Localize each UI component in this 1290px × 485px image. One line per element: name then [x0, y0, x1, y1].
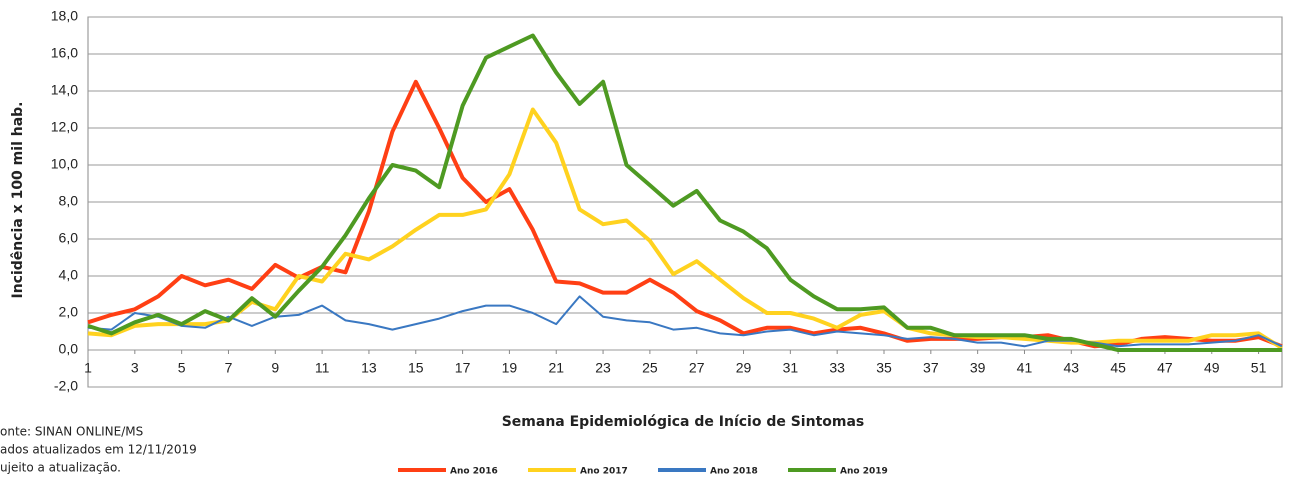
- legend-label: Ano 2019: [840, 467, 888, 477]
- legend-label: Ano 2016: [450, 467, 498, 477]
- x-tick-label: 29: [736, 360, 752, 376]
- x-tick-label: 21: [548, 360, 564, 376]
- x-tick-label: 23: [595, 360, 611, 376]
- x-tick-label: 41: [1017, 360, 1033, 376]
- x-tick-label: 19: [502, 360, 518, 376]
- x-tick-label: 1: [84, 360, 92, 376]
- y-tick-label: 4,0: [59, 267, 79, 283]
- x-tick-label: 47: [1157, 360, 1173, 376]
- x-tick-label: 9: [271, 360, 279, 376]
- y-tick-label: 8,0: [59, 193, 79, 209]
- y-tick-label: 14,0: [51, 82, 78, 98]
- x-tick-label: 51: [1251, 360, 1267, 376]
- y-tick-label: 0,0: [59, 341, 79, 357]
- footnote: ados atualizados em 12/11/2019: [0, 443, 197, 457]
- x-tick-label: 37: [923, 360, 939, 376]
- footnote: onte: SINAN ONLINE/MS: [0, 425, 143, 439]
- x-axis-title: Semana Epidemiológica de Início de Sinto…: [502, 414, 865, 430]
- x-tick-label: 3: [131, 360, 139, 376]
- x-tick-label: 25: [642, 360, 658, 376]
- y-axis-title: Incidência x 100 mil hab.: [10, 102, 26, 299]
- x-tick-label: 33: [829, 360, 845, 376]
- x-tick-label: 31: [783, 360, 799, 376]
- y-tick-label: 12,0: [51, 119, 78, 135]
- x-tick-label: 15: [408, 360, 424, 376]
- y-tick-label: -2,0: [54, 378, 78, 394]
- y-tick-label: 10,0: [51, 156, 78, 172]
- x-tick-label: 13: [361, 360, 377, 376]
- legend-label: Ano 2017: [580, 467, 628, 477]
- x-tick-label: 43: [1064, 360, 1080, 376]
- x-tick-label: 39: [970, 360, 986, 376]
- x-tick-label: 17: [455, 360, 471, 376]
- x-tick-label: 11: [315, 360, 330, 376]
- x-tick-label: 5: [178, 360, 186, 376]
- x-tick-label: 7: [225, 360, 233, 376]
- legend-label: Ano 2018: [710, 467, 758, 477]
- series-line: [87, 33, 1282, 352]
- y-tick-label: 2,0: [59, 304, 79, 320]
- x-tick-label: 35: [876, 360, 892, 376]
- footnote: ujeito a atualização.: [0, 461, 121, 475]
- y-tick-label: 6,0: [59, 230, 79, 246]
- x-tick-label: 45: [1110, 360, 1126, 376]
- x-tick-label: 27: [689, 360, 705, 376]
- y-tick-label: 16,0: [51, 45, 78, 61]
- x-tick-label: 49: [1204, 360, 1220, 376]
- y-tick-label: 18,0: [51, 8, 78, 24]
